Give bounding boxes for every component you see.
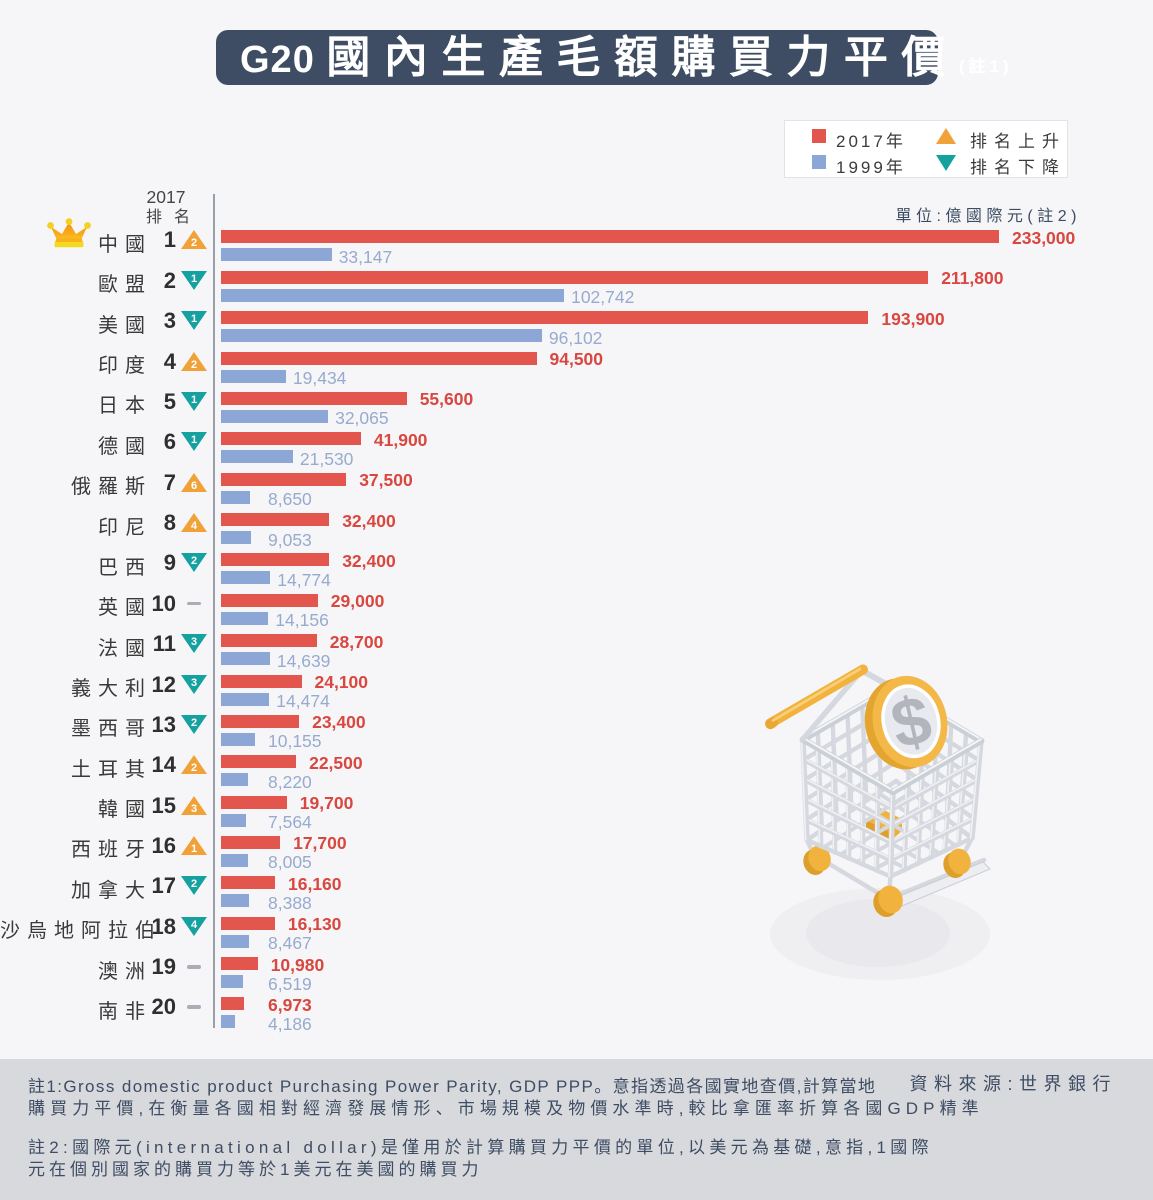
svg-text:2: 2 (190, 359, 196, 371)
svg-text:1: 1 (190, 434, 196, 446)
svg-text:2: 2 (190, 878, 196, 890)
svg-text:2: 2 (190, 555, 196, 567)
svg-text:4: 4 (190, 919, 197, 931)
svg-text:1: 1 (190, 843, 196, 855)
svg-text:2: 2 (190, 237, 196, 249)
svg-text:2: 2 (190, 762, 196, 774)
svg-text:3: 3 (190, 803, 196, 815)
svg-text:4: 4 (190, 520, 197, 532)
svg-text:1: 1 (190, 313, 196, 325)
svg-text:6: 6 (190, 480, 196, 492)
svg-text:1: 1 (190, 394, 196, 406)
svg-text:2: 2 (190, 717, 196, 729)
svg-text:1: 1 (190, 273, 196, 285)
svg-text:3: 3 (190, 636, 196, 648)
svg-text:3: 3 (190, 677, 196, 689)
